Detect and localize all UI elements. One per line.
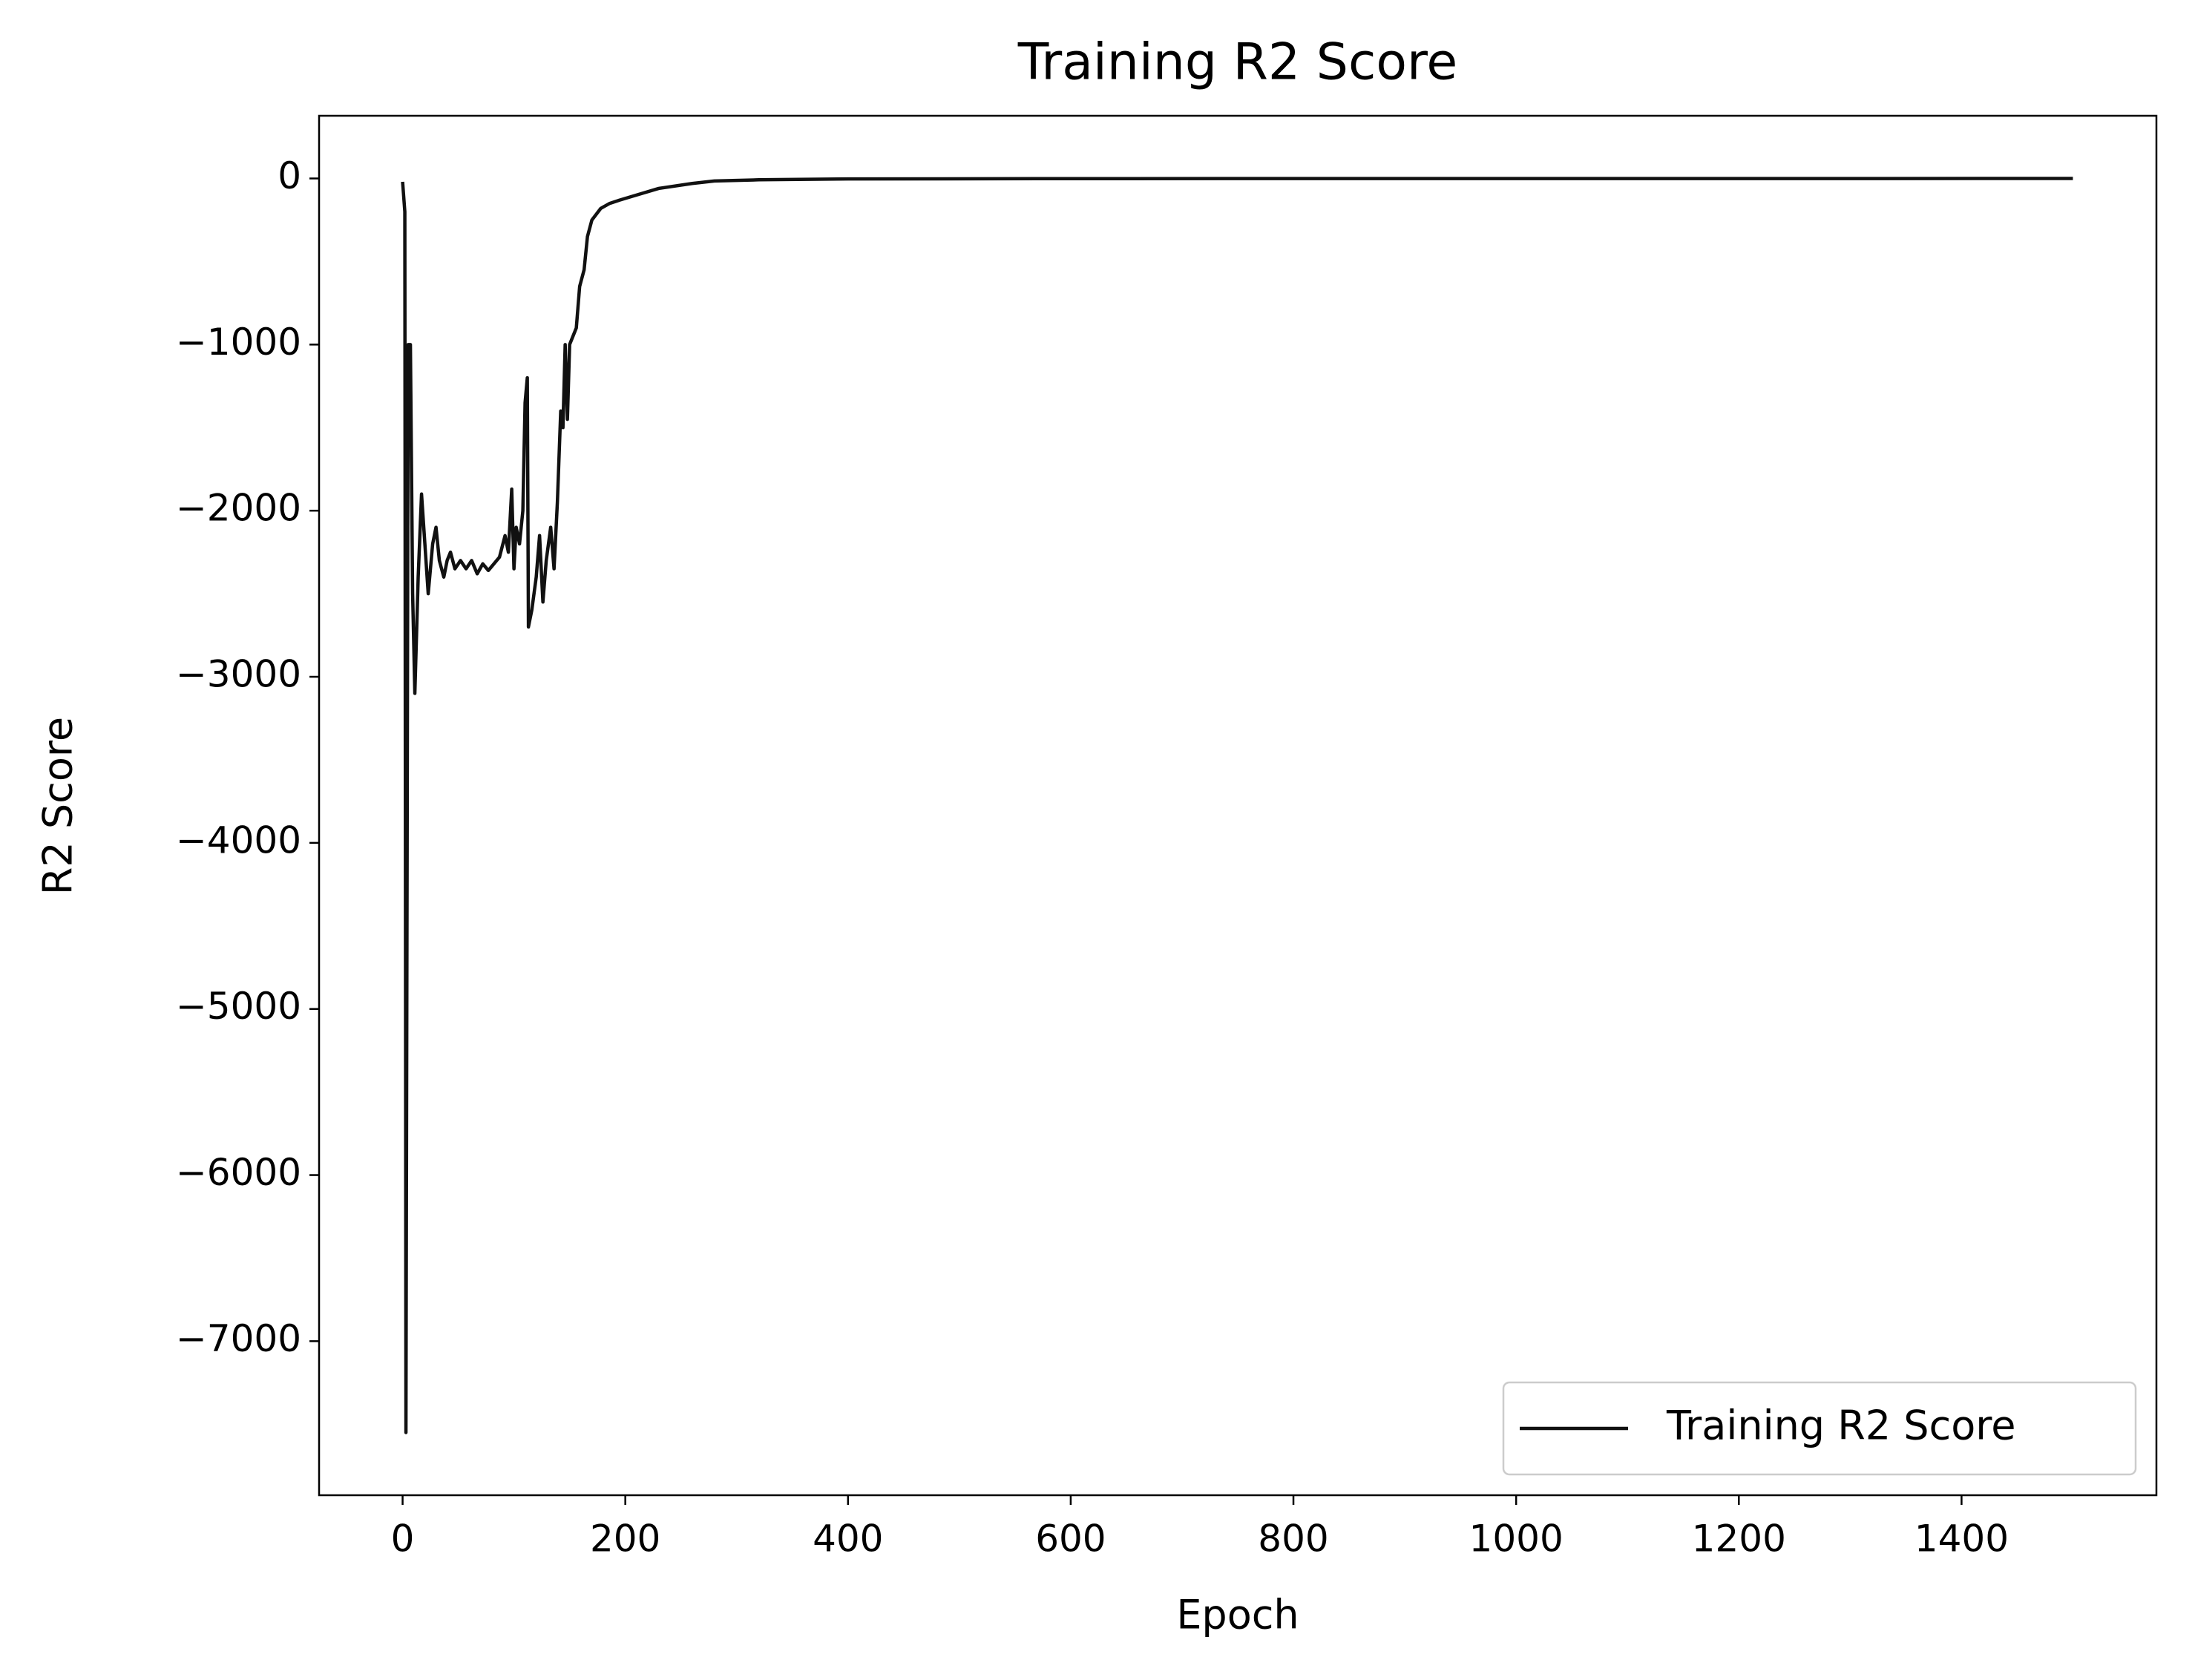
x-tick-label: 600 — [1035, 1517, 1106, 1561]
y-axis-label: R2 Score — [35, 717, 82, 895]
y-tick-label: −7000 — [176, 1317, 301, 1360]
x-tick-label: 1400 — [1915, 1517, 2009, 1561]
x-tick-label: 200 — [590, 1517, 660, 1561]
legend-label: Training R2 Score — [1666, 1402, 2016, 1449]
y-tick-label: −6000 — [176, 1151, 301, 1194]
y-tick-label: 0 — [278, 154, 301, 197]
y-tick-label: −5000 — [176, 985, 301, 1028]
x-tick-label: 400 — [813, 1517, 883, 1561]
x-tick-label: 1200 — [1692, 1517, 1786, 1561]
chart-title: Training R2 Score — [1017, 33, 1458, 92]
x-axis-label: Epoch — [1176, 1592, 1299, 1638]
y-tick-label: −2000 — [176, 487, 301, 530]
y-tick-label: −3000 — [176, 653, 301, 696]
plot-frame — [318, 114, 2158, 1497]
y-tick-label: −4000 — [176, 818, 301, 862]
x-tick-label: 1000 — [1469, 1517, 1564, 1561]
y-tick-label: −1000 — [176, 321, 301, 364]
legend-box — [1502, 1381, 2137, 1476]
data-line — [401, 177, 2073, 1434]
x-tick-label: 0 — [391, 1517, 415, 1561]
x-tick-label: 800 — [1258, 1517, 1328, 1561]
